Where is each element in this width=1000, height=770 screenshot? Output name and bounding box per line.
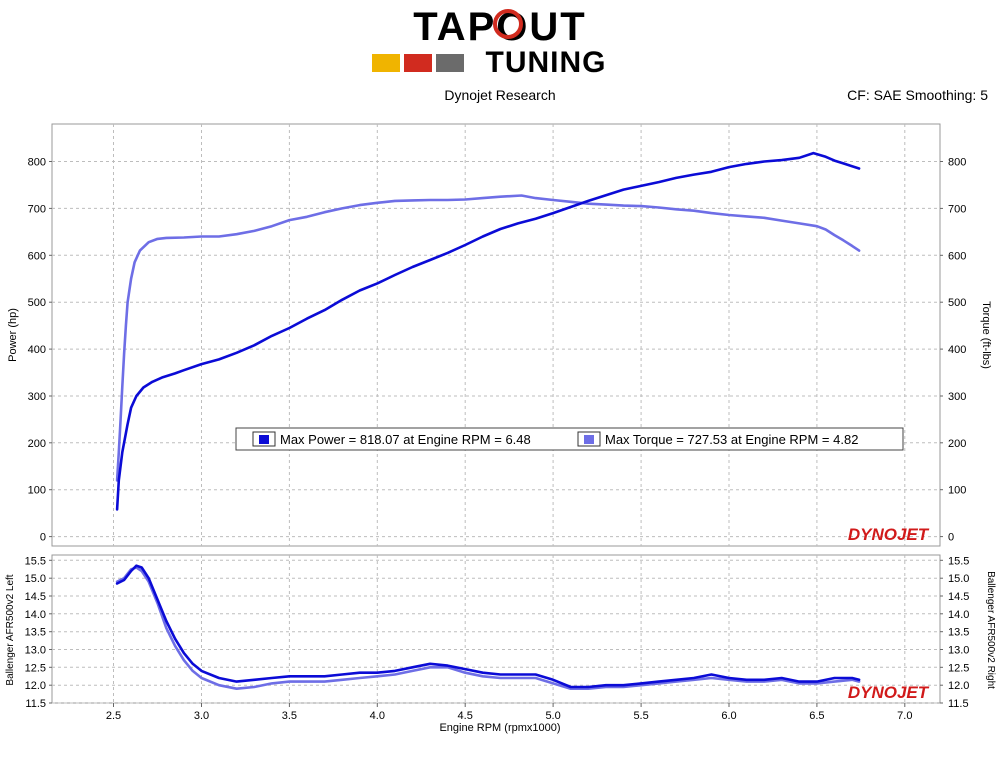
- y2-tick-label: 400: [948, 344, 966, 356]
- x-tick-label: 4.0: [370, 710, 385, 722]
- y-tick-label: 12.0: [25, 680, 46, 692]
- x-tick-label: 2.5: [106, 710, 121, 722]
- top-yticks-right: 0 100 200 300 400 500 600 700 800: [940, 157, 966, 544]
- y-tick-label: 14.5: [25, 591, 46, 603]
- x-tick-label: 6.0: [721, 710, 736, 722]
- tapout-tuning-logo: TAPOUT TUNING: [372, 5, 607, 79]
- y-tick-label: 800: [28, 157, 46, 169]
- y2-tick-label: 200: [948, 438, 966, 450]
- y-tick-label: 11.5: [25, 698, 46, 710]
- y-tick-label: 600: [28, 250, 46, 262]
- series-line-power: [115, 151, 861, 511]
- y-tick-label: 200: [28, 438, 46, 450]
- y-tick-label: 13.5: [25, 627, 46, 639]
- y2-tick-label: 800: [948, 157, 966, 169]
- bottom-gridlines: [52, 555, 940, 704]
- y-tick-label: 100: [28, 485, 46, 497]
- y2-tick-label: 700: [948, 203, 966, 215]
- y2-tick-label: 0: [948, 532, 954, 544]
- top-series-group: [115, 151, 861, 511]
- y2-tick-label: 15.0: [948, 573, 969, 585]
- x-tick-label: 3.5: [282, 710, 297, 722]
- y-tick-label: 14.0: [25, 609, 46, 621]
- logo-swatch-gray: [436, 54, 464, 72]
- y2-tick-label: 12.0: [948, 680, 969, 692]
- y2-tick-label: 11.5: [948, 698, 969, 710]
- afr-right-axis-label: Ballenger AFR500v2 Right: [985, 571, 996, 689]
- rpm-axis-label: Engine RPM (rpmx1000): [439, 722, 560, 734]
- top-plot-frame: [51, 123, 941, 547]
- x-tick-label: 3.0: [194, 710, 209, 722]
- legend-box: [235, 427, 904, 451]
- power-axis-label: Power (hp): [7, 308, 19, 362]
- logo-swatch-yellow: [372, 54, 400, 72]
- legend: Max Power = 818.07 at Engine RPM = 6.48 …: [235, 427, 904, 451]
- y-tick-label: 13.0: [25, 645, 46, 657]
- legend-power-text: Max Power = 818.07 at Engine RPM = 6.48: [280, 432, 531, 447]
- x-tick-label: 5.0: [545, 710, 560, 722]
- x-tick-label: 6.5: [809, 710, 824, 722]
- bottom-yticks-left: 11.5 12.0 12.5 13.0 13.5 14.0 14.5 15.0 15.5: [25, 555, 52, 710]
- legend-swatch-power: [259, 435, 269, 444]
- bottom-series-group: [115, 564, 861, 691]
- subtitle: Dynojet Research: [444, 87, 555, 103]
- top-gridlines: [52, 124, 940, 546]
- y-tick-label: 12.5: [25, 662, 46, 674]
- bottom-yticks-right: 11.5 12.0 12.5 13.0 13.5 14.0 14.5 15.0 15.5: [940, 555, 969, 710]
- x-tick-label: 7.0: [897, 710, 912, 722]
- dynojet-watermark-top: DYNOJET: [848, 525, 930, 544]
- x-tick-label: 4.5: [458, 710, 473, 722]
- afr-chart: 11.5 12.0 12.5 13.0 13.5 14.0 14.5 15.0 15.5 11.…: [5, 554, 996, 734]
- power-torque-chart: 0 100 200 300 400 500 600 700 800 0 100 200 300 400 5…: [7, 123, 992, 547]
- y2-tick-label: 12.5: [948, 662, 969, 674]
- y2-tick-label: 15.5: [948, 555, 969, 567]
- y-tick-label: 0: [40, 532, 46, 544]
- bottom-xticks: 2.5 3.0 3.5 4.0 4.5 5.0 5.5 6.0 6.5 7.0: [106, 703, 912, 722]
- legend-swatch-frame-torque: [577, 431, 601, 447]
- y2-tick-label: 13.5: [948, 627, 969, 639]
- legend-swatch-frame-power: [252, 431, 276, 447]
- y-tick-label: 700: [28, 203, 46, 215]
- y2-tick-label: 300: [948, 391, 966, 403]
- series-line-afr_left: [115, 564, 861, 689]
- turbo-icon: [493, 9, 523, 39]
- y2-tick-label: 14.0: [948, 609, 969, 621]
- y-tick-label: 400: [28, 344, 46, 356]
- top-yticks-left: 0 100 200 300 400 500 600 700 800: [28, 157, 52, 544]
- y2-tick-label: 600: [948, 250, 966, 262]
- afr-left-axis-label: Ballenger AFR500v2 Left: [5, 574, 16, 685]
- logo-swatch-red: [404, 54, 432, 72]
- y2-tick-label: 500: [948, 297, 966, 309]
- y2-tick-label: 14.5: [948, 591, 969, 603]
- y-tick-label: 15.0: [25, 573, 46, 585]
- legend-torque-text: Max Torque = 727.53 at Engine RPM = 4.82: [605, 432, 858, 447]
- y2-tick-label: 100: [948, 485, 966, 497]
- series-line-torque: [115, 194, 861, 482]
- y2-tick-label: 13.0: [948, 645, 969, 657]
- dynojet-watermark-bottom: DYNOJET: [848, 683, 930, 702]
- cf-label: CF: SAE Smoothing: 5: [847, 87, 988, 103]
- logo-line2: TUNING: [486, 46, 607, 79]
- series-line-afr_right: [115, 566, 861, 691]
- y-tick-label: 300: [28, 391, 46, 403]
- torque-axis-label: Torque (ft-lbs): [980, 301, 992, 369]
- legend-swatch-torque: [584, 435, 594, 444]
- y-tick-label: 500: [28, 297, 46, 309]
- x-tick-label: 5.5: [633, 710, 648, 722]
- y-tick-label: 15.5: [25, 555, 46, 567]
